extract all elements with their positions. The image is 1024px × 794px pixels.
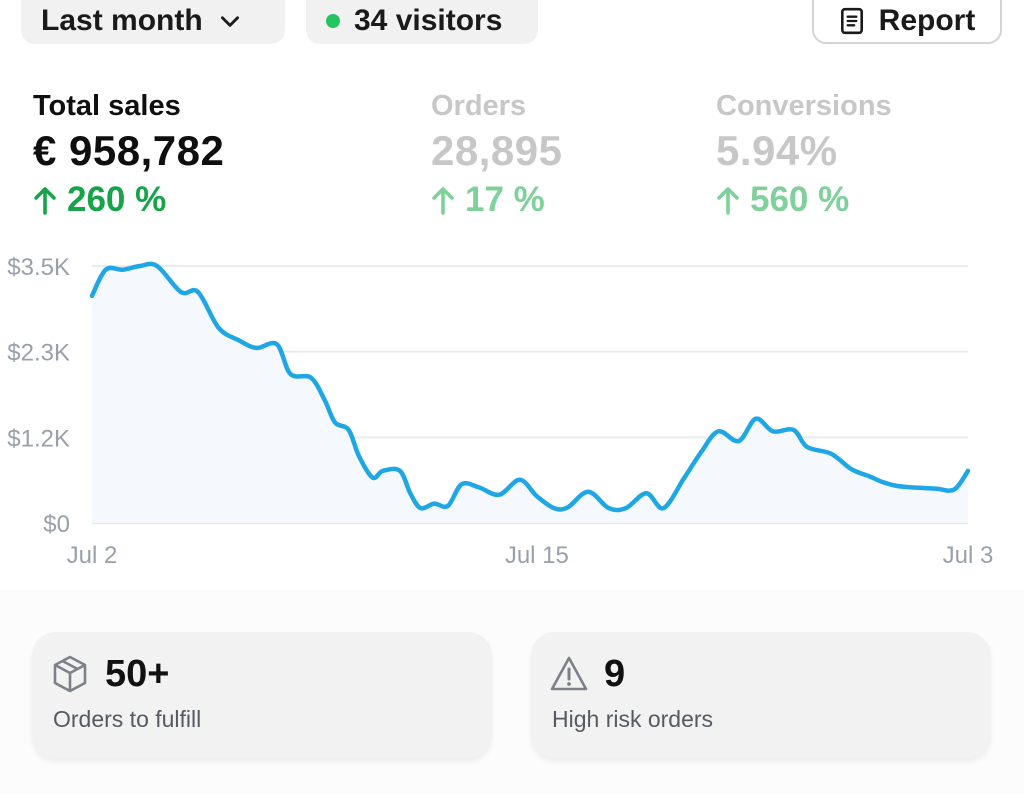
metric-conversions[interactable]: Conversions 5.94% 560 %	[716, 88, 892, 222]
chevron-down-icon	[220, 16, 239, 27]
metric-orders[interactable]: Orders 28,895 17 %	[431, 88, 562, 222]
report-button[interactable]: Report	[812, 0, 1002, 44]
metric-total-sales[interactable]: Total sales € 958,782 260 %	[33, 88, 224, 222]
live-visitors-button[interactable]: 34 visitors	[306, 0, 538, 44]
metric-change: 260 %	[33, 178, 224, 222]
sales-chart-svg: $0 $1.2K $2.3K $3.5K Jul 2 Jul 15 Jul 3	[7, 254, 994, 569]
card-label: High risk orders	[552, 706, 714, 732]
card-value: 50+	[105, 653, 170, 695]
arrow-up-icon	[717, 187, 739, 215]
sales-chart[interactable]: $0 $1.2K $2.3K $3.5K Jul 2 Jul 15 Jul 3	[0, 240, 1024, 590]
high-risk-orders-card[interactable]: 9 High risk orders	[531, 632, 991, 758]
warning-icon	[550, 656, 588, 691]
y-tick-label: $2.3K	[7, 340, 70, 367]
visitors-label: 34 visitors	[354, 4, 503, 37]
metric-change: 560 %	[716, 178, 892, 222]
x-tick-label: Jul 15	[505, 542, 569, 569]
y-tick-label: $0	[43, 511, 70, 538]
card-value: 9	[604, 653, 626, 695]
metric-change-value: 260 %	[67, 180, 167, 219]
document-icon	[840, 7, 863, 35]
card-label: Orders to fulfill	[53, 706, 202, 732]
report-label: Report	[878, 4, 976, 37]
metric-change: 17 %	[431, 178, 562, 222]
period-dropdown[interactable]: Last month	[21, 0, 285, 44]
metric-change-value: 560 %	[750, 180, 850, 219]
arrow-up-icon	[34, 187, 56, 215]
period-label: Last month	[41, 4, 203, 37]
orders-to-fulfill-card[interactable]: 50+ Orders to fulfill	[32, 632, 492, 758]
series-line	[89, 261, 971, 513]
metric-value: 28,895	[431, 127, 563, 174]
metric-label: Orders	[431, 90, 527, 122]
metric-label: Total sales	[33, 90, 181, 122]
x-tick-label: Jul 3	[943, 542, 994, 569]
metric-value: 5.94%	[716, 127, 838, 174]
y-tick-label: $1.2K	[7, 425, 70, 452]
live-status-dot	[326, 14, 340, 28]
metric-label: Conversions	[716, 90, 892, 122]
package-icon	[53, 655, 87, 693]
metric-change-value: 17 %	[465, 180, 545, 219]
series-area	[92, 263, 968, 523]
metric-value: € 958,782	[33, 127, 225, 174]
y-tick-label: $3.5K	[7, 254, 70, 281]
arrow-up-icon	[432, 187, 454, 215]
x-tick-label: Jul 2	[67, 542, 118, 569]
